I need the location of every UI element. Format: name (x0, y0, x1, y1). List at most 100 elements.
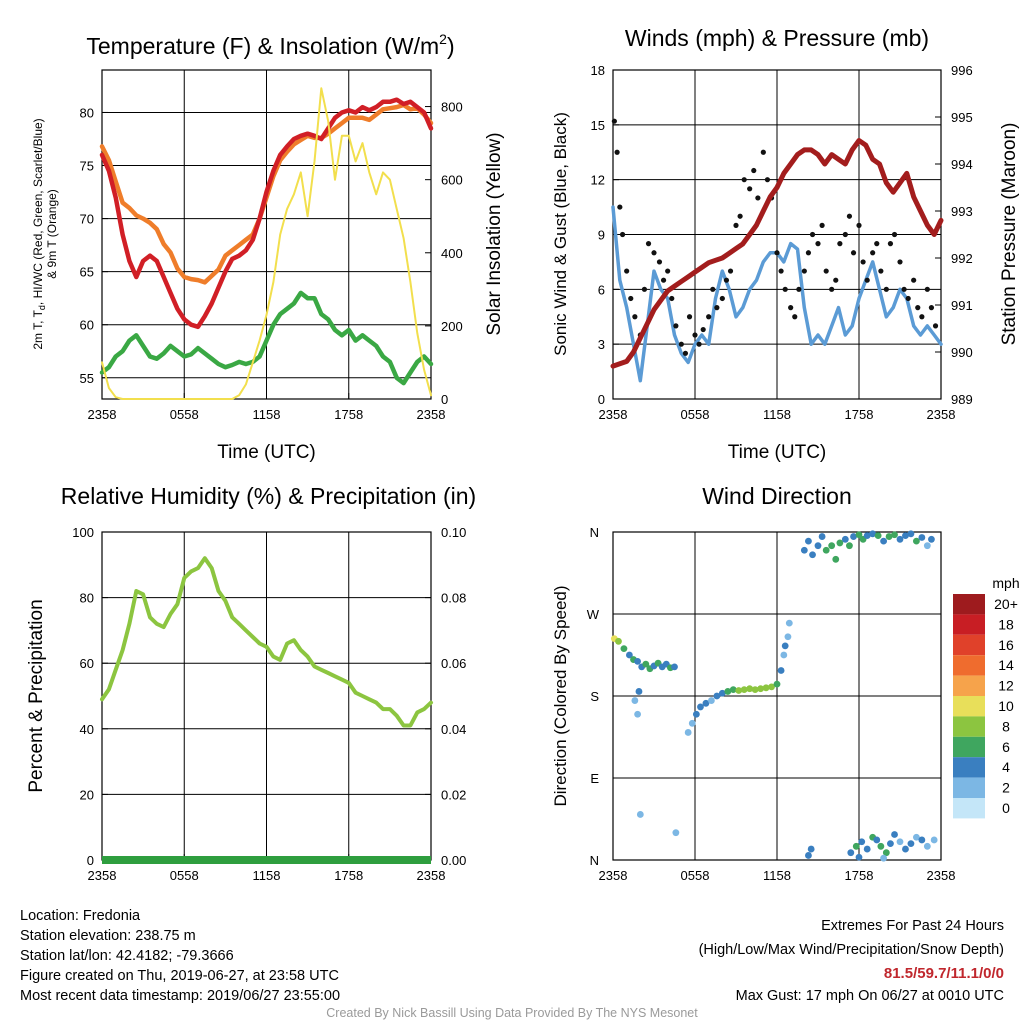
extremes-subtitle: (High/Low/Max Wind/Precipitation/Snow De… (698, 942, 1004, 958)
extremes-values: 81.5/59.7/11.1/0/0 (883, 965, 1004, 982)
gust-point (801, 268, 807, 274)
direction-point (913, 537, 920, 545)
gust-point (788, 305, 794, 311)
gust-point (719, 295, 725, 302)
direction-point (692, 710, 700, 718)
gust-point (864, 277, 870, 283)
y2-tick-label: 995 (951, 110, 973, 125)
panel2-ylabel: Sonic Wind & Gust (Blue, Black) (551, 112, 570, 356)
direction-point (805, 852, 812, 859)
max-gust: Max Gust: 17 mph On 06/27 at 0010 UTC (735, 988, 1004, 1004)
x-tick-label: 2358 (417, 407, 446, 422)
direction-point (836, 539, 844, 547)
x-tick-label: 1758 (845, 868, 874, 883)
gust-point (901, 286, 907, 292)
y-tick-label: 18 (591, 63, 605, 78)
panel-3 (101, 531, 432, 861)
legend-label: 2 (1002, 780, 1010, 796)
y2-tick-label: 993 (951, 204, 973, 219)
legend-swatch (953, 757, 985, 778)
direction-point (846, 542, 853, 550)
direction-point (642, 660, 650, 668)
gust-point (764, 177, 771, 183)
direction-point (874, 532, 882, 540)
direction-point (880, 537, 887, 545)
legend-label: 20+ (994, 596, 1018, 612)
gust-point (733, 222, 739, 228)
gust-point (751, 167, 757, 174)
direction-point (896, 838, 904, 846)
direction-point (891, 831, 898, 838)
direction-point (672, 829, 680, 837)
x-tick-label: 1158 (253, 407, 281, 422)
series-line (101, 87, 432, 400)
gust-point (856, 222, 862, 228)
y-tick-label: 20 (80, 787, 94, 802)
x-tick-label: 1758 (845, 407, 874, 422)
y2-tick-label: 0.10 (441, 525, 466, 540)
direction-point (873, 836, 881, 844)
direction-point (708, 697, 715, 704)
panel3-ylabel: Percent & Precipitation (26, 599, 47, 792)
direction-point (634, 657, 641, 665)
direction-point (671, 663, 678, 671)
direction-point (858, 838, 866, 846)
direction-point (807, 845, 815, 853)
gust-point (628, 295, 634, 302)
y2-tick-label: 0 (441, 392, 448, 407)
gust-point (723, 277, 730, 283)
y-tick-label: 70 (80, 212, 94, 227)
y2-tick-label: 994 (951, 157, 973, 172)
y-tick-label: 15 (591, 118, 605, 133)
x-tick-label: 2358 (599, 407, 628, 422)
legend-label: 10 (998, 698, 1014, 714)
gust-point (706, 314, 712, 320)
y2-tick-label: 996 (951, 63, 973, 78)
legend-swatch (953, 614, 985, 635)
direction-point (635, 688, 643, 695)
x-tick-label: 2358 (88, 407, 117, 422)
direction-tick-label: N (590, 853, 599, 868)
legend-label: 6 (1002, 739, 1010, 755)
direction-tick-label: W (587, 607, 600, 622)
series-line (610, 138, 944, 369)
gust-point (860, 259, 866, 265)
series-line (99, 97, 434, 330)
legend-swatch (953, 736, 985, 758)
direction-point (784, 633, 792, 641)
y2-tick-label: 0.00 (441, 853, 466, 868)
y-tick-label: 60 (80, 656, 94, 671)
direction-point (818, 533, 826, 540)
direction-point (918, 836, 926, 844)
created-line: Figure created on Thu, 2019-06-27, at 23… (20, 968, 339, 984)
gust-point (846, 213, 853, 219)
y2-tick-label: 0.02 (441, 787, 466, 802)
gust-point (651, 250, 657, 256)
panel1-ylabel: 2m T, Td, HI/WC (Red, Green, Scarlet/Blu… (31, 118, 59, 349)
gust-point (815, 241, 821, 247)
gust-point (673, 323, 679, 329)
gust-point (782, 286, 788, 292)
x-tick-label: 2358 (88, 868, 117, 883)
direction-point (814, 542, 822, 550)
x-tick-label: 2358 (927, 407, 956, 422)
direction-point (902, 532, 909, 540)
y-tick-label: 9 (598, 228, 605, 243)
y2-tick-label: 991 (951, 298, 973, 313)
legend-label: 12 (998, 678, 1014, 694)
gust-point (692, 332, 698, 338)
gust-point (911, 277, 917, 283)
direction-point (822, 546, 830, 554)
title-tail: ) (447, 33, 455, 59)
gust-point (897, 259, 903, 265)
gust-point (823, 268, 829, 274)
y-tick-label: 0 (87, 853, 94, 868)
direction-point (777, 667, 785, 674)
gust-point (632, 314, 638, 320)
gust-point (700, 326, 706, 333)
y-tick-label: 3 (598, 337, 605, 352)
gust-point (842, 231, 848, 238)
legend-swatch (953, 696, 985, 717)
gust-point (887, 241, 894, 247)
